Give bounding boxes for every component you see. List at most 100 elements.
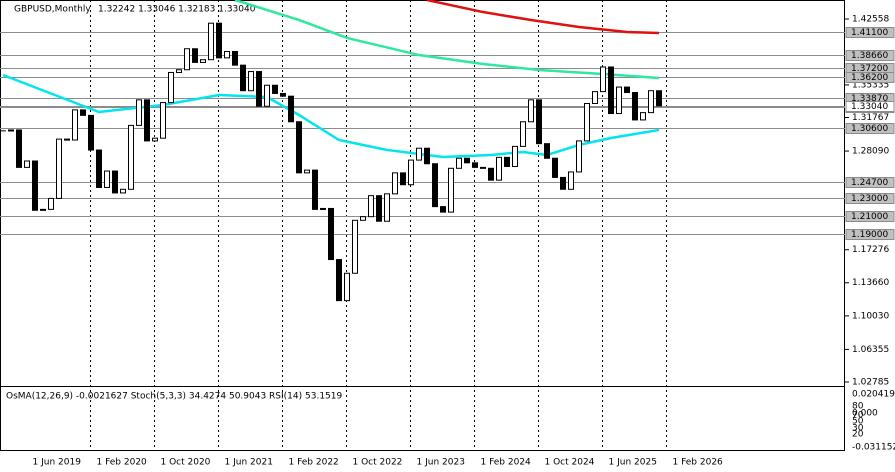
x-tick-label: 1 Oct 2020 xyxy=(161,458,211,468)
y-tick-label: 1.13660 xyxy=(852,278,889,288)
candle xyxy=(152,137,158,142)
chart-title: GBPUSD,Monthly xyxy=(14,5,91,15)
x-tick-label: 1 Oct 2024 xyxy=(545,458,595,468)
level-label: 1.21000 xyxy=(851,212,888,222)
level-box xyxy=(845,72,895,83)
x-tick-label: 1 Feb 2026 xyxy=(673,458,724,468)
level-label: 1.30600 xyxy=(851,124,888,134)
candle xyxy=(16,129,22,168)
candle xyxy=(112,170,118,194)
candle xyxy=(288,95,294,123)
level-label: 1.36200 xyxy=(851,73,888,83)
candle xyxy=(536,99,542,145)
y-tick-label: 1.06355 xyxy=(852,345,889,355)
candle xyxy=(144,99,150,142)
candle xyxy=(320,207,326,210)
candle xyxy=(552,157,558,178)
indicator-scale-label: 0.000 xyxy=(852,409,878,419)
indicator-scale-label: 0.0204197 xyxy=(852,390,895,400)
indicator-text: OsMA(12,26,9) -0.0021627 Stoch(5,3,3) 34… xyxy=(6,392,342,402)
candle xyxy=(384,193,390,222)
level-box xyxy=(845,229,895,240)
level-label: 1.24700 xyxy=(851,178,888,188)
candle xyxy=(480,166,486,169)
candle xyxy=(56,138,62,199)
candle xyxy=(24,160,30,168)
candle xyxy=(440,206,446,213)
quote: 1.32242 1.33046 1.32183 1.33040 xyxy=(98,5,256,15)
candle xyxy=(32,160,38,211)
candle xyxy=(416,147,422,161)
candle xyxy=(72,109,78,141)
candle xyxy=(544,143,550,159)
y-tick-label: 1.02785 xyxy=(852,378,889,388)
candle xyxy=(208,22,214,61)
candle xyxy=(40,208,46,211)
current-price-label: 1.33040 xyxy=(851,102,888,112)
level-label: 1.19000 xyxy=(851,230,888,240)
candle xyxy=(232,50,238,66)
candle xyxy=(584,102,590,142)
candle xyxy=(8,129,14,132)
level-label: 1.38660 xyxy=(851,51,888,61)
candle xyxy=(312,169,318,210)
candle xyxy=(336,259,342,302)
candle xyxy=(64,138,70,141)
candle xyxy=(200,59,206,63)
level-box xyxy=(845,211,895,222)
x-tick-label: 1 Jun 2021 xyxy=(225,458,273,468)
candle xyxy=(328,207,334,261)
indicator-scale-label: 80 xyxy=(852,402,864,412)
candle xyxy=(128,124,134,190)
candle xyxy=(520,121,526,147)
y-tick-label: 1.35335 xyxy=(852,80,889,90)
candle xyxy=(248,71,254,92)
x-tick-label: 1 Jun 2025 xyxy=(609,458,657,468)
candle xyxy=(600,66,606,93)
candle xyxy=(424,147,430,165)
candle xyxy=(512,145,518,167)
x-tick-label: 1 Oct 2022 xyxy=(353,458,403,468)
y-tick-label: 1.10030 xyxy=(852,311,889,321)
candle xyxy=(304,169,310,174)
candle xyxy=(648,90,654,114)
candle xyxy=(192,48,198,63)
moving-average xyxy=(426,0,660,35)
level-label: 1.41100 xyxy=(851,28,888,38)
candle xyxy=(240,64,246,92)
candle xyxy=(576,140,582,173)
candle xyxy=(488,167,494,181)
candle xyxy=(640,112,646,121)
y-tick-label: 1.28090 xyxy=(852,147,889,157)
candle xyxy=(456,157,462,169)
candle xyxy=(624,86,630,94)
x-tick-label: 1 Feb 2022 xyxy=(289,458,339,468)
x-tick-label: 1 Feb 2024 xyxy=(481,458,532,468)
moving-average xyxy=(234,0,660,80)
candle xyxy=(296,121,302,174)
candle xyxy=(352,219,358,274)
candle xyxy=(400,172,406,186)
candle xyxy=(216,22,222,59)
candle xyxy=(504,156,510,167)
y-tick-label: 1.17276 xyxy=(852,245,889,255)
level-box xyxy=(845,177,895,188)
candle xyxy=(432,163,438,208)
candle xyxy=(160,102,166,139)
candle xyxy=(464,157,470,164)
candle xyxy=(80,109,86,116)
candle xyxy=(656,90,662,107)
candle xyxy=(560,176,566,190)
candle xyxy=(344,272,350,302)
candle xyxy=(392,172,398,195)
level-label: 1.23000 xyxy=(851,194,888,204)
candle xyxy=(184,48,190,71)
x-tick-label: 1 Feb 2020 xyxy=(97,458,148,468)
level-label: 1.33870 xyxy=(851,94,888,104)
candle xyxy=(224,50,230,59)
candle xyxy=(472,162,478,168)
candle xyxy=(592,91,598,104)
candle xyxy=(608,66,614,115)
candle xyxy=(48,197,54,210)
